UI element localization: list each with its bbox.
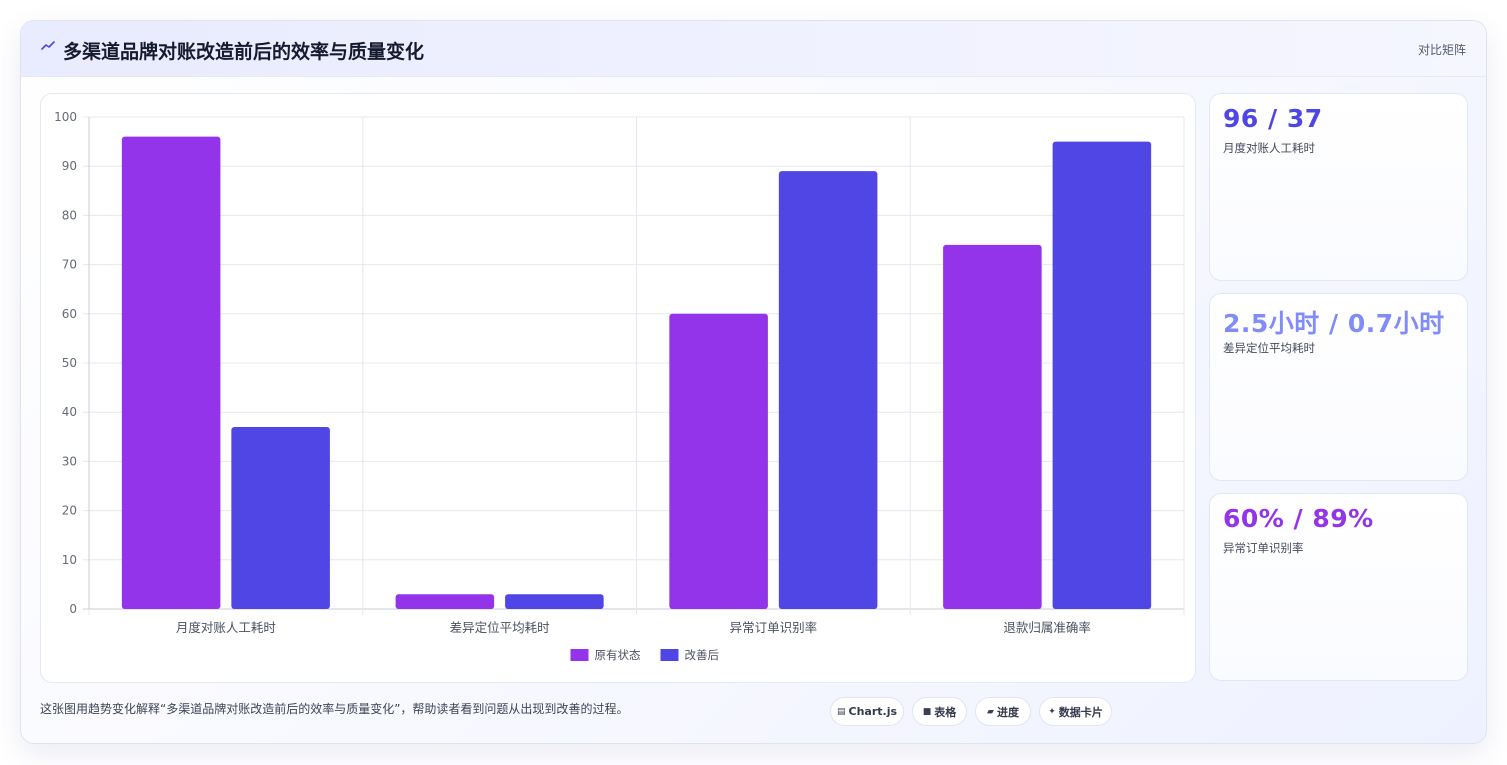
y-tick-label: 70 [62, 258, 77, 272]
stat-label: 月度对账人工耗时 [1223, 141, 1315, 155]
bar-chart: 0 10 20 30 40 50 60 70 80 90 100 月度对账人工耗时 差异定位平均耗时 异常… [54, 110, 1185, 662]
page-title: 多渠道品牌对账改造前后的效率与质量变化 [63, 41, 425, 63]
y-tick-label: 20 [62, 504, 77, 518]
chip-label: 数据卡片 [1058, 705, 1103, 719]
legend-label: 改善后 [685, 648, 720, 662]
x-tick-label: 月度对账人工耗时 [176, 620, 277, 635]
header-tag: 对比矩阵 [1417, 43, 1466, 57]
chip-progress[interactable]: ▰ 进度 [975, 697, 1031, 726]
footer-note: 这张图用趋势变化解释“多渠道品牌对账改造前后的效率与质量变化”，帮助读者看到问题… [40, 702, 629, 716]
bar [669, 313, 768, 609]
progress-icon: ▰ [987, 706, 994, 717]
stat-card-3: 60% / 89% 异常订单识别率 [1209, 493, 1468, 681]
chip-label: 进度 [996, 705, 1019, 719]
card-header: 多渠道品牌对账改造前后的效率与质量变化 对比矩阵 [21, 21, 1486, 77]
chip-data-card[interactable]: ✦ 数据卡片 [1039, 697, 1112, 726]
bar [505, 594, 604, 609]
bar [1052, 141, 1152, 609]
y-tick-label: 10 [62, 553, 77, 567]
chip-label: Chart.js [848, 705, 898, 718]
trend-line-icon [41, 41, 55, 50]
y-tick-label: 90 [62, 159, 77, 173]
bar [943, 244, 1042, 610]
x-tick-label: 差异定位平均耗时 [450, 620, 551, 635]
chip-chartjs[interactable]: ▤ Chart.js [830, 697, 904, 726]
chart-card: 多渠道品牌对账改造前后的效率与质量变化 对比矩阵 0 10 20 30 40 50 60 70… [20, 20, 1487, 744]
stat-card-2: 2.5小时 / 0.7小时 差异定位平均耗时 [1209, 293, 1468, 481]
y-tick-label: 40 [62, 405, 77, 419]
x-tick-label: 异常订单识别率 [730, 620, 818, 635]
legend-label: 原有状态 [595, 648, 641, 662]
stat-label: 差异定位平均耗时 [1223, 341, 1315, 355]
chip-table[interactable]: ■ 表格 [912, 697, 967, 726]
legend-swatch [660, 649, 679, 661]
bar [121, 136, 221, 609]
stat-label: 异常订单识别率 [1223, 541, 1304, 555]
bar [395, 594, 495, 609]
sparkle-icon: ✦ [1048, 706, 1056, 717]
chart-icon: ▤ [836, 706, 846, 717]
y-tick-label: 80 [62, 208, 77, 222]
stat-value: 60% / 89% [1223, 504, 1374, 533]
y-tick-label: 50 [62, 356, 77, 370]
stat-value: 2.5小时 / 0.7小时 [1223, 309, 1445, 338]
bar [778, 171, 878, 609]
y-tick-label: 30 [62, 454, 77, 468]
y-tick-label: 100 [54, 110, 77, 124]
chart-area: 0 10 20 30 40 50 60 70 80 90 100 月度对账人工耗时 差异定位平均耗时 异常… [40, 93, 1196, 683]
stat-value: 96 / 37 [1223, 104, 1323, 133]
stat-card-1: 96 / 37 月度对账人工耗时 [1209, 93, 1468, 281]
y-tick-label: 60 [62, 307, 77, 321]
legend-swatch [570, 649, 589, 661]
table-icon: ■ [922, 706, 932, 717]
bar [231, 426, 330, 609]
x-tick-label: 退款归属准确率 [1003, 620, 1091, 635]
y-tick-label: 0 [69, 602, 77, 616]
chip-label: 表格 [934, 705, 957, 719]
